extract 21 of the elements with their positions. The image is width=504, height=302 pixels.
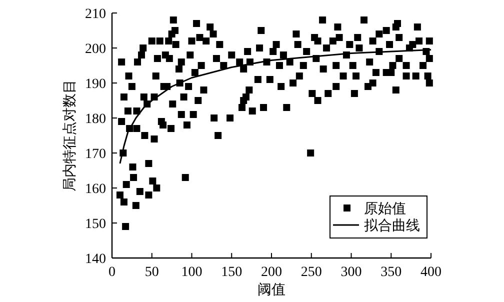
y-tick-label: 150 <box>85 217 106 232</box>
x-tick-label: 100 <box>181 265 202 280</box>
x-tick-label: 50 <box>144 265 159 280</box>
y-axis-title: 局内特征点对数目 <box>62 80 78 192</box>
x-tick-label: 250 <box>300 265 322 280</box>
x-tick-label: 350 <box>380 265 402 280</box>
y-tick-label: 210 <box>85 7 106 22</box>
y-tick-label: 160 <box>85 182 106 197</box>
legend-label: 原始值 <box>364 201 406 217</box>
x-tick-label: 300 <box>340 265 362 280</box>
x-tick-label: 200 <box>261 265 282 280</box>
x-tick-label: 0 <box>108 265 116 280</box>
y-tick-label: 190 <box>85 77 106 92</box>
y-tick-label: 140 <box>85 252 106 267</box>
y-tick-label: 180 <box>85 112 106 127</box>
x-axis-title: 阈值 <box>258 282 286 298</box>
x-tick-label: 150 <box>221 265 242 280</box>
y-tick-label: 200 <box>85 42 106 57</box>
x-tick-label: 400 <box>420 265 442 280</box>
y-tick-label: 170 <box>85 147 106 162</box>
legend-label: 拟合曲线 <box>364 218 420 234</box>
